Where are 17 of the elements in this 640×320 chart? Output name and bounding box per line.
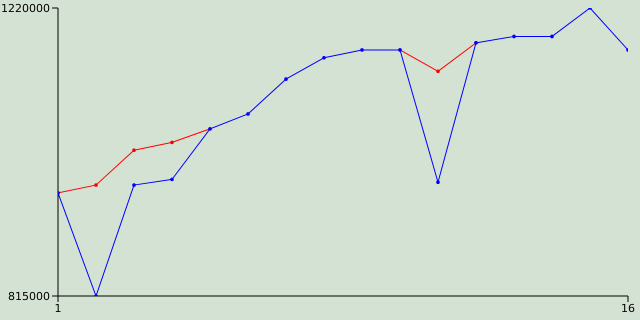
x-tick-label: 1	[54, 302, 62, 315]
point	[94, 183, 98, 187]
x-tick-label: 16	[621, 302, 635, 315]
point	[246, 112, 250, 116]
point	[284, 77, 288, 81]
point	[322, 56, 326, 60]
point	[436, 69, 440, 74]
point	[170, 178, 174, 182]
point	[132, 148, 136, 152]
point	[132, 183, 136, 187]
y-tick-label: 1220000	[1, 2, 50, 15]
point	[512, 34, 516, 38]
point	[436, 180, 440, 184]
point	[170, 140, 174, 144]
point	[550, 34, 554, 38]
point	[360, 48, 364, 52]
y-tick-label: 815000	[8, 290, 50, 303]
